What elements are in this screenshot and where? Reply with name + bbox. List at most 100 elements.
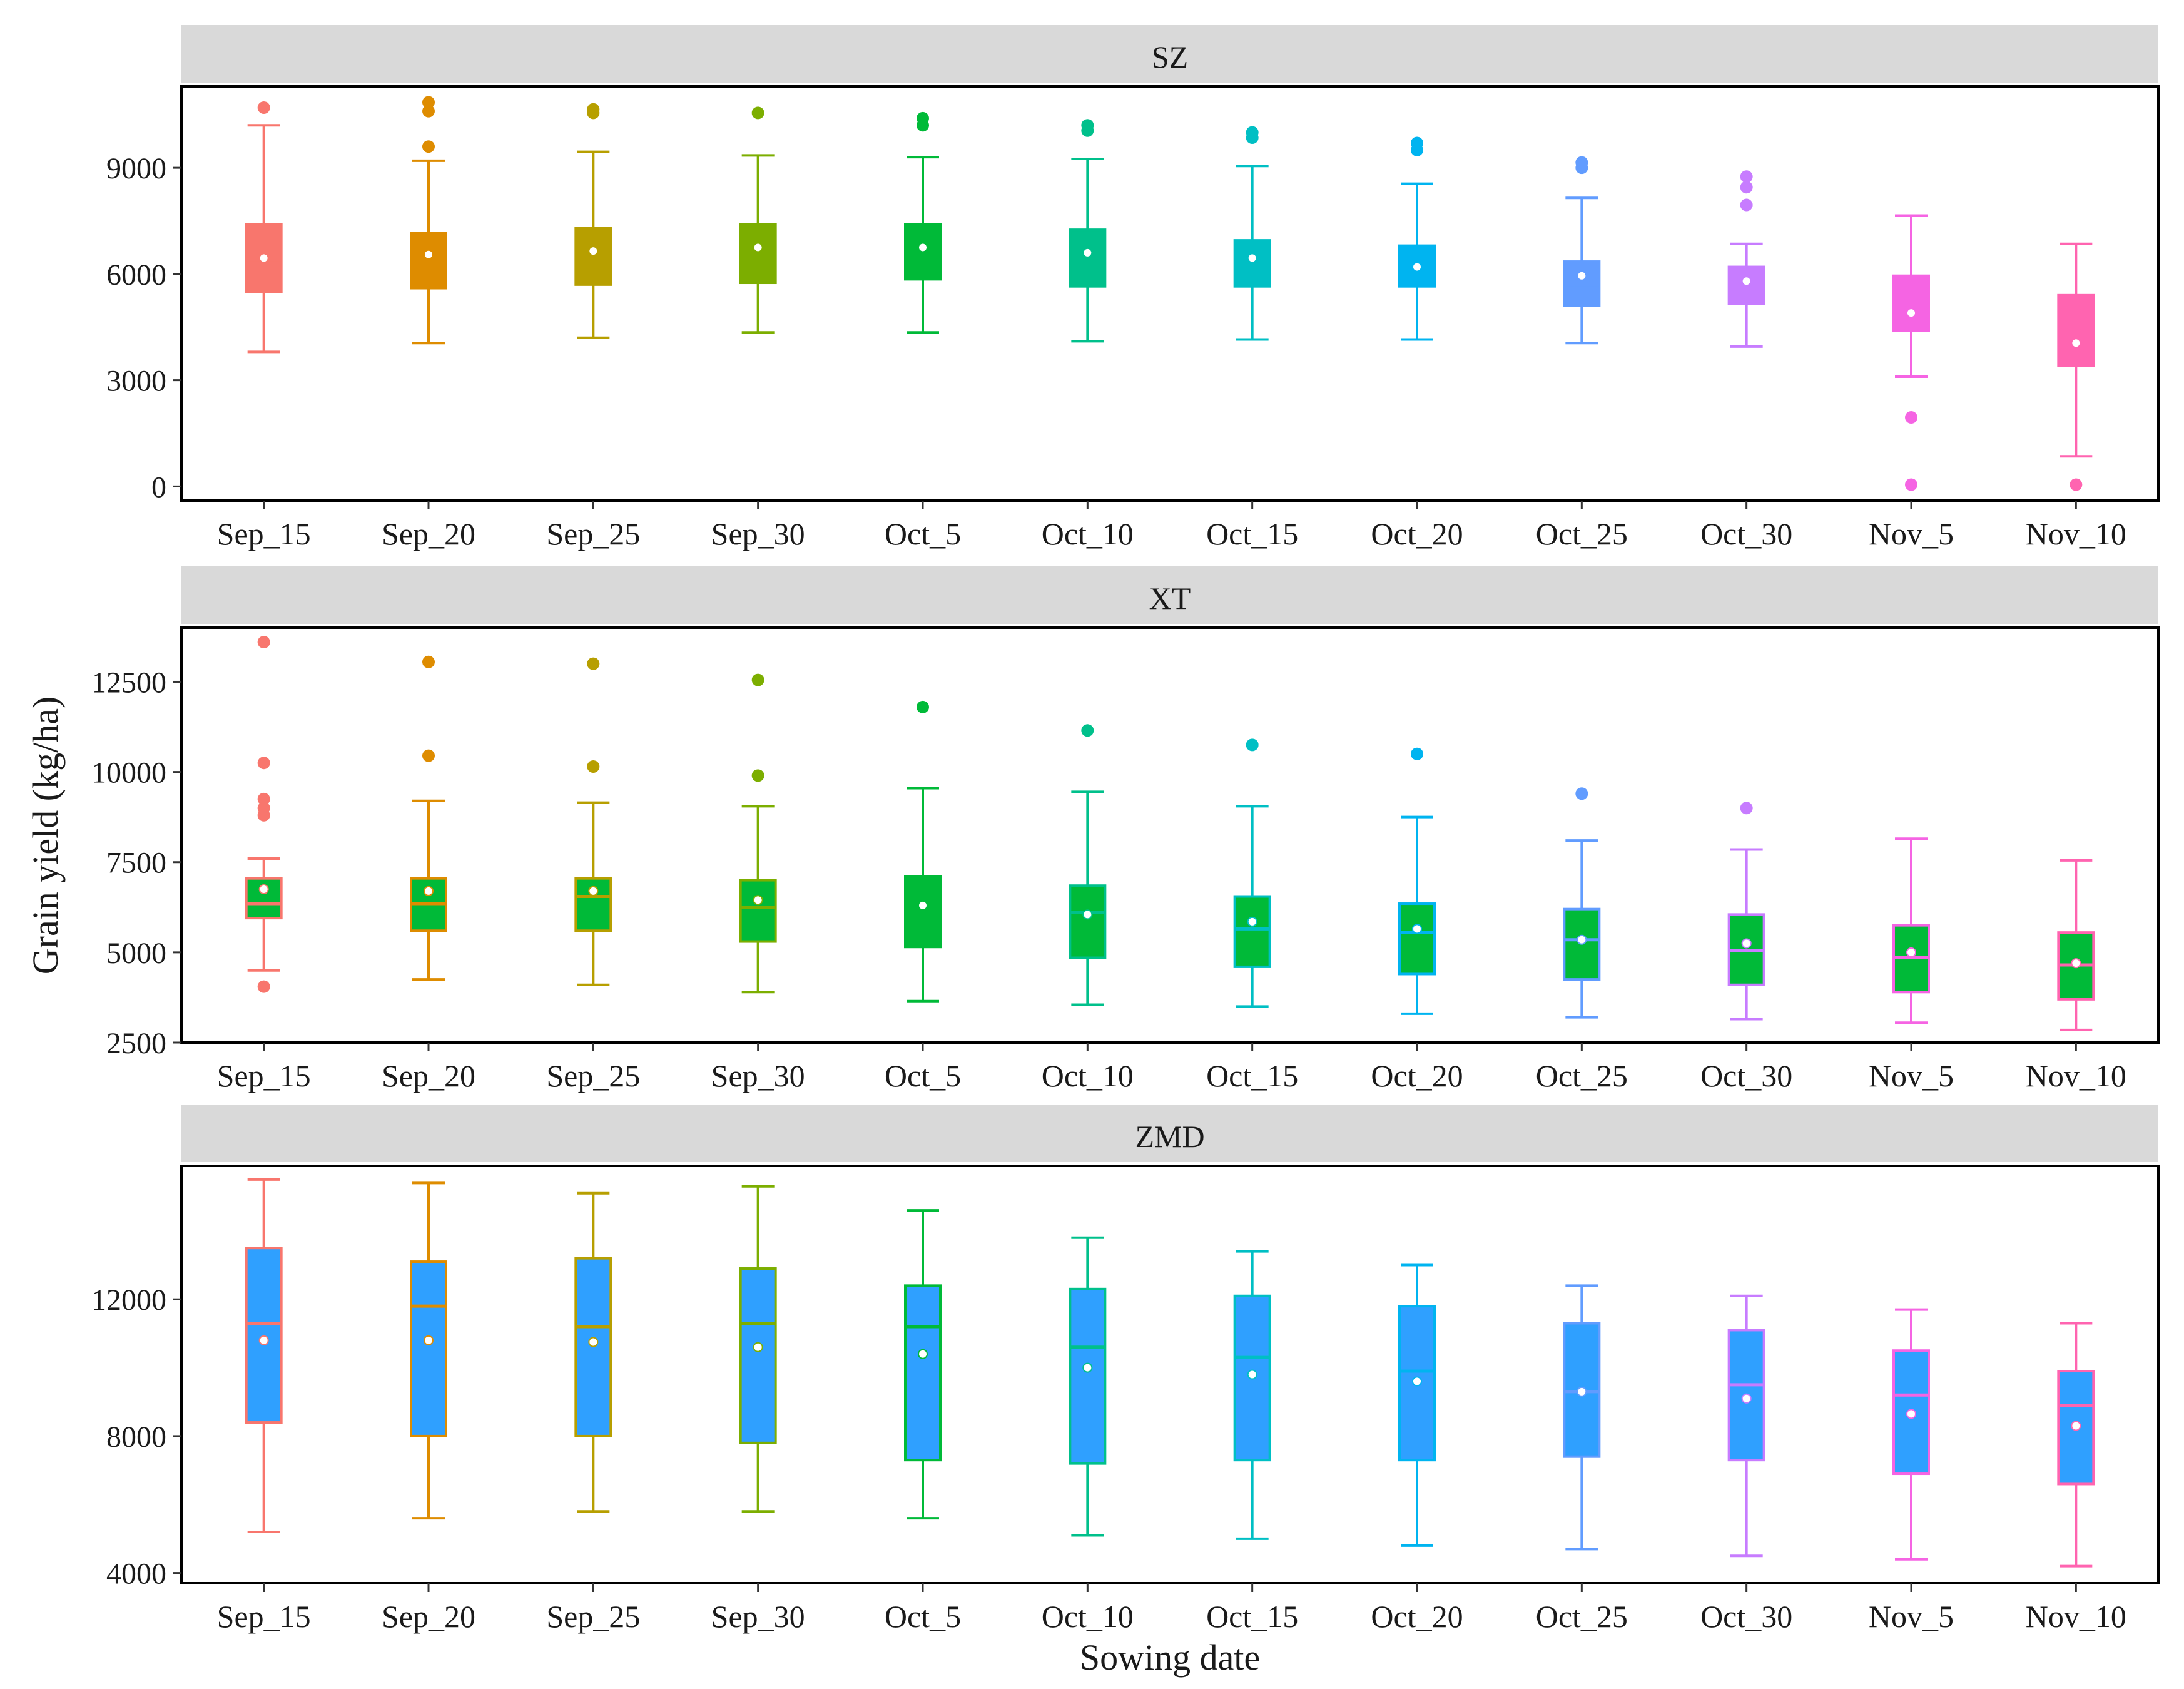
mean-marker <box>2071 1421 2081 1431</box>
box-oct-15 <box>1233 738 1271 1008</box>
outlier-point <box>587 103 600 116</box>
box-nov-10 <box>2057 242 2095 491</box>
outlier-point <box>1905 411 1917 424</box>
mean-marker <box>753 242 763 253</box>
x-tick-label: Sep_30 <box>711 1058 805 1093</box>
x-tick-label: Sep_15 <box>217 1599 311 1634</box>
x-tick-label: Oct_15 <box>1206 1058 1298 1093</box>
panel-frame <box>180 626 2160 1044</box>
box-iqr <box>574 227 612 286</box>
box-iqr <box>739 879 777 943</box>
outlier-point <box>1740 198 1753 212</box>
y-tick-label: 2500 <box>106 1027 166 1060</box>
x-tick-label: Oct_20 <box>1371 1599 1463 1634</box>
y-tick-label: 12000 <box>91 1283 166 1317</box>
x-tick-label: Oct_5 <box>885 516 961 551</box>
outlier-point <box>257 101 270 114</box>
mean-marker <box>1741 938 1752 949</box>
mean-marker <box>424 885 434 896</box>
mean-marker <box>1577 270 1587 281</box>
outlier-point <box>1246 126 1259 139</box>
mean-marker <box>1247 916 1257 927</box>
mean-marker <box>1082 247 1093 258</box>
outlier-point <box>917 111 929 125</box>
x-tick-label: Nov_5 <box>1869 1058 1954 1093</box>
mean-marker <box>918 900 928 911</box>
y-axis-label: Grain yield (kg/ha) <box>25 697 66 975</box>
mean-marker <box>2071 338 2081 349</box>
outlier-point <box>257 802 270 815</box>
y-tick-label: 9000 <box>106 152 166 185</box>
x-tick-label: Nov_5 <box>1869 516 1954 551</box>
outlier-point <box>751 769 764 782</box>
x-tick-label: Sep_20 <box>382 1599 475 1634</box>
mean-marker <box>1082 1362 1093 1373</box>
box-iqr <box>2057 293 2095 367</box>
box-oct-30 <box>1727 802 1765 1021</box>
y-tick-label: 10000 <box>91 757 166 790</box>
box-sep-30 <box>739 673 777 994</box>
box-sep-30 <box>739 106 777 334</box>
mean-marker <box>918 242 928 253</box>
mean-marker <box>258 253 269 263</box>
box-sep-25 <box>574 657 612 986</box>
x-tick-label: Oct_15 <box>1206 516 1298 551</box>
x-tick-label: Sep_25 <box>546 1599 640 1634</box>
y-tick-label: 0 <box>151 471 166 504</box>
outlier-point <box>751 673 764 686</box>
box-oct-20 <box>1398 747 1436 1015</box>
box-oct-15 <box>1233 126 1271 341</box>
box-nov-5 <box>1892 214 1930 491</box>
outlier-point <box>587 760 600 773</box>
outlier-point <box>1905 478 1917 491</box>
outlier-point <box>422 140 435 153</box>
box-iqr <box>245 1247 283 1424</box>
x-tick-label: Sep_20 <box>382 516 475 551</box>
mean-marker <box>1412 924 1422 934</box>
outlier-point <box>1575 156 1588 169</box>
mean-marker <box>258 1335 269 1345</box>
box-oct-10 <box>1069 119 1107 343</box>
y-tick-label: 3000 <box>106 365 166 398</box>
y-tick-label: 12500 <box>91 666 166 699</box>
box-iqr <box>410 232 447 290</box>
mean-marker <box>1906 308 1916 319</box>
outlier-point <box>257 757 270 770</box>
panel-zmd: ZMD 4000 8000 12000 Sep_15 Sep_20 Sep_25 Sep_3… <box>91 1105 2160 1634</box>
box-iqr <box>410 1260 447 1437</box>
outlier-point <box>1246 738 1259 752</box>
outlier-point <box>1740 802 1753 815</box>
x-tick-label: Oct_30 <box>1700 1599 1792 1634</box>
box-nov-10 <box>2057 859 2095 1031</box>
mean-marker <box>753 1342 763 1352</box>
x-tick-label: Oct_10 <box>1042 1599 1134 1634</box>
box-oct-10 <box>1069 724 1107 1006</box>
x-tick-label: Oct_10 <box>1042 1058 1134 1093</box>
mean-marker <box>1082 909 1093 920</box>
box-sep-30 <box>739 1185 777 1513</box>
box-sep-15 <box>245 636 283 993</box>
panel-label: XT <box>1149 581 1191 616</box>
y-tick-label: 6000 <box>106 258 166 292</box>
panel-label: SZ <box>1152 39 1188 74</box>
x-tick-label: Sep_25 <box>546 1058 640 1093</box>
box-iqr <box>1233 895 1271 968</box>
x-tick-label: Oct_25 <box>1536 1058 1628 1093</box>
x-tick-label: Sep_30 <box>711 516 805 551</box>
mean-marker <box>1741 276 1752 287</box>
box-iqr <box>1069 228 1107 288</box>
box-oct-25 <box>1563 787 1601 1019</box>
outlier-point <box>587 657 600 670</box>
x-tick-label: Oct_5 <box>885 1058 961 1093</box>
panel-xt: XT 2500 5000 7500 10000 12500 Sep_15 Sep_20 Sep… <box>91 566 2160 1093</box>
mean-marker <box>1247 253 1257 263</box>
box-iqr <box>739 223 777 285</box>
x-tick-label: Oct_30 <box>1700 516 1792 551</box>
outlier-point <box>257 636 270 649</box>
x-tick-label: Sep_20 <box>382 1058 475 1093</box>
box-sep-20 <box>410 96 447 345</box>
outlier-point <box>751 106 764 120</box>
x-tick-label: Sep_15 <box>217 1058 311 1093</box>
mean-marker <box>1247 1369 1257 1380</box>
